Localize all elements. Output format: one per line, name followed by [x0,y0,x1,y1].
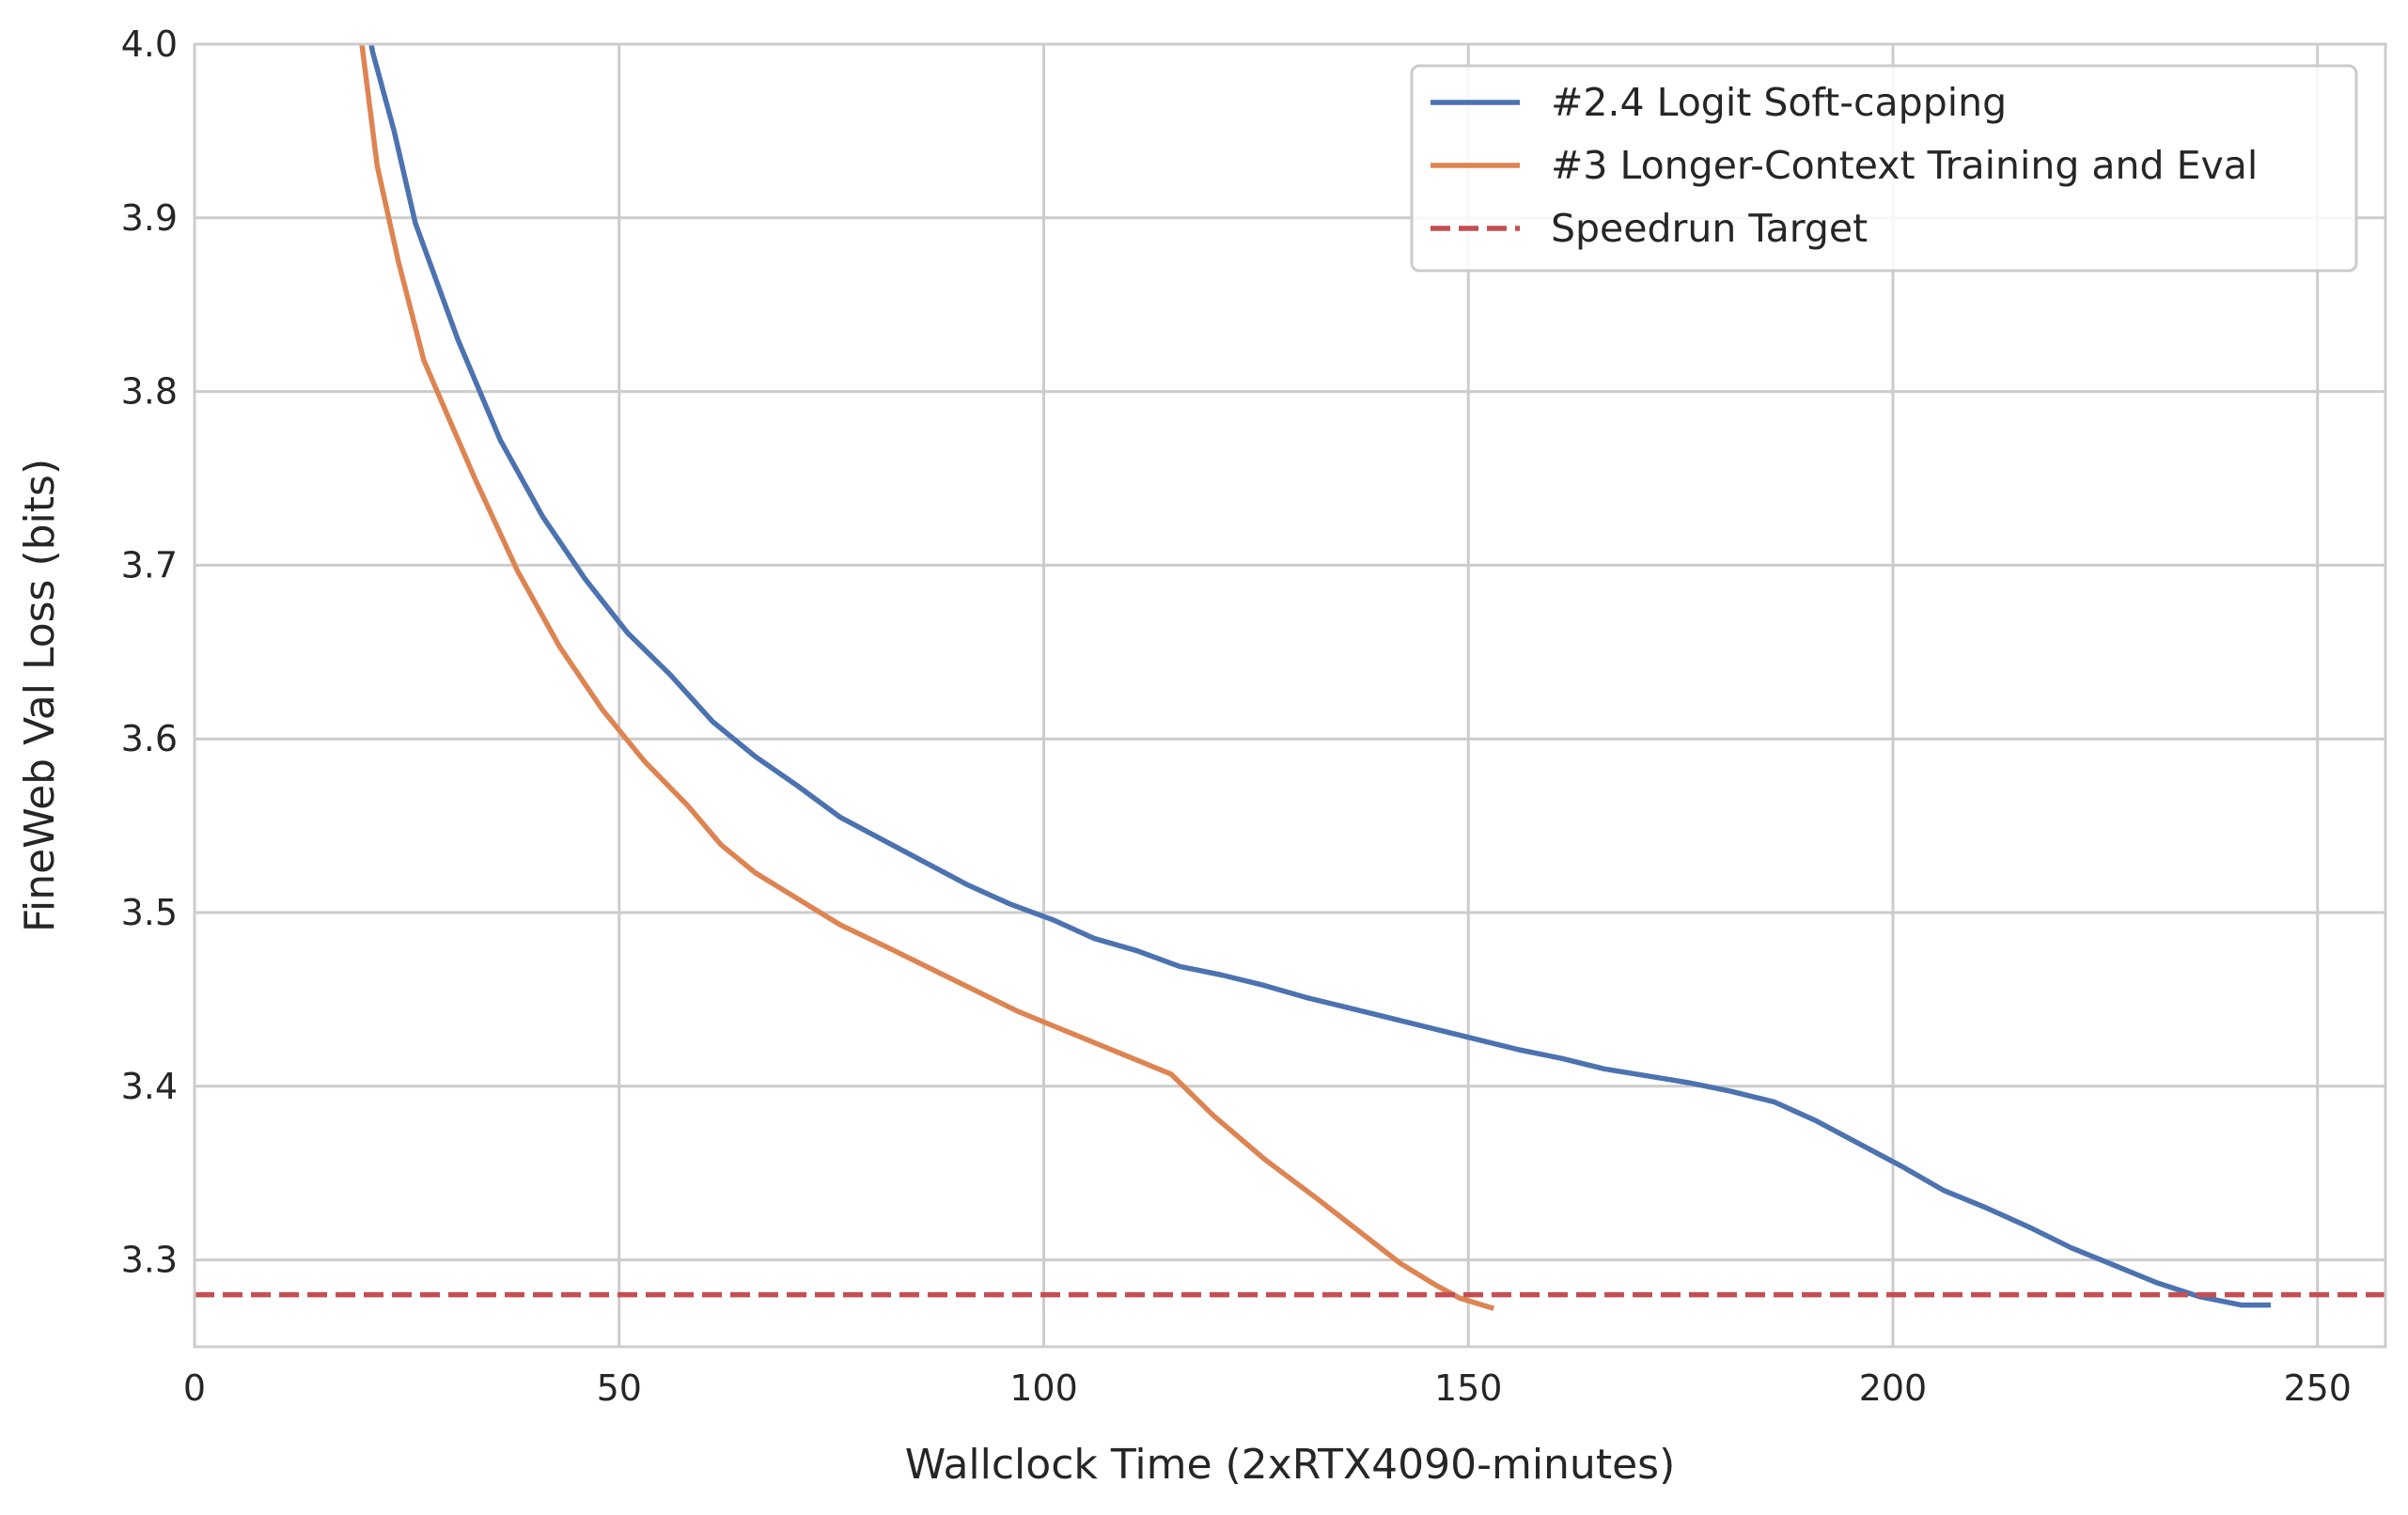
x-axis-ticks: 0 50 100 150 200 250 [183,1367,2352,1409]
x-axis-label: Wallclock Time (2xRTX4090-minutes) [905,1441,1675,1489]
series-line-2-4-logit-soft-capping [368,44,2271,1308]
y-tick-label: 4.0 [121,23,178,65]
y-tick-label: 3.6 [121,718,178,759]
x-tick-label: 250 [2283,1367,2352,1409]
x-tick-label: 0 [183,1367,206,1409]
legend: #2.4 Logit Soft-capping #3 Longer-Context… [1410,64,2358,273]
series-lines [195,44,2385,1311]
x-tick-label: 100 [1009,1367,1078,1409]
plot-frame [193,42,2387,1349]
x-tick-label: 50 [597,1367,642,1409]
y-tick-label: 3.5 [121,892,178,933]
legend-box [1410,64,2358,273]
series-line-3-longer-context-training-and-eval [359,44,1495,1311]
x-tick-label: 200 [1859,1367,1928,1409]
y-tick-label: 3.7 [121,544,178,586]
legend-label: #2.4 Logit Soft-capping [1551,80,2007,125]
x-tick-label: 150 [1434,1367,1503,1409]
y-axis-label: FineWeb Val Loss (bits) [16,459,64,932]
y-tick-label: 3.4 [121,1066,178,1107]
legend-label: #3 Longer-Context Training and Eval [1551,143,2258,188]
legend-label: Speedrun Target [1551,206,1868,251]
y-tick-label: 3.8 [121,371,178,413]
y-tick-label: 3.3 [121,1240,178,1281]
y-axis-ticks: 3.3 3.4 3.5 3.6 3.7 3.8 3.9 4.0 [121,23,178,1281]
y-tick-label: 3.9 [121,197,178,239]
